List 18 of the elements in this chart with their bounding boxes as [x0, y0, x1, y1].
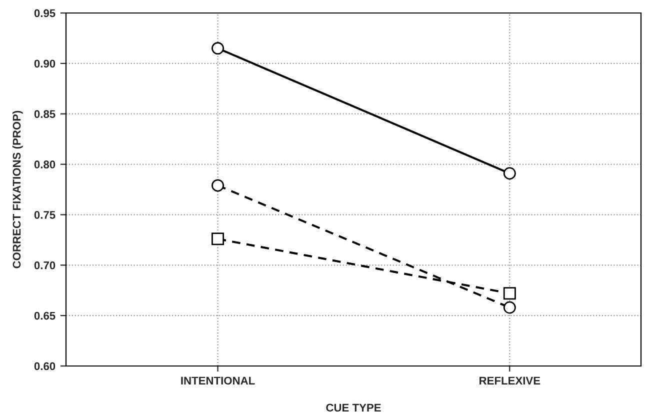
y-tick-label: 0.70: [34, 261, 56, 270]
x-tick-label: INTENTIONAL: [181, 376, 255, 385]
point: [212, 42, 224, 55]
y-tick-label: 0.95: [34, 9, 56, 18]
y-tick-label: 0.90: [34, 60, 56, 68]
y-tick-label: 0.60: [34, 362, 56, 370]
y-tick-label: 0.85: [34, 110, 56, 118]
point: [212, 232, 224, 246]
point: [503, 301, 516, 314]
x-tick-label: REFLEXIVE: [480, 376, 540, 384]
y-tick-label: 0.75: [34, 210, 56, 219]
point: [503, 167, 516, 180]
y-axis-title: CORRECT FIXATIONS (PROP): [12, 110, 23, 268]
x-axis-title: CUE TYPE: [326, 404, 381, 412]
y-tick-label: 0.80: [34, 160, 56, 168]
point: [503, 287, 516, 300]
y-tick-label: 0.65: [34, 312, 56, 320]
point: [212, 179, 224, 192]
